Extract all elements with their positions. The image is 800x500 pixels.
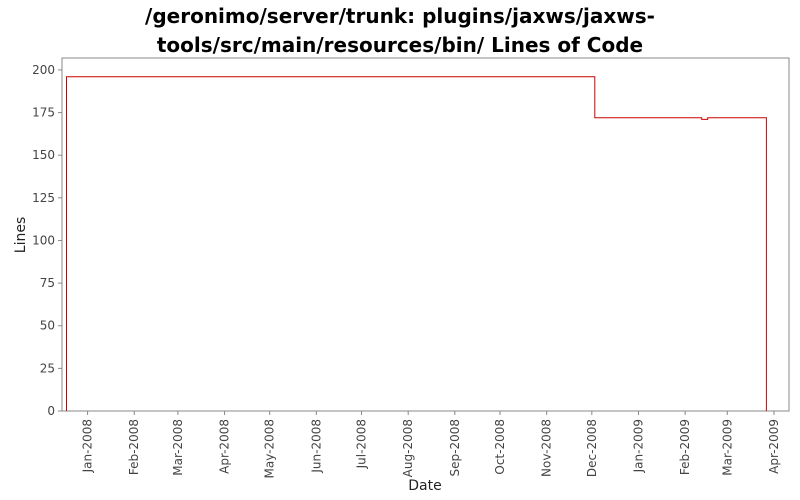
y-tick-label: 100 [32, 233, 55, 247]
x-tick-label: Jul-2008 [355, 419, 369, 469]
x-tick-label: Jan-2009 [631, 419, 645, 473]
x-tick-label: Nov-2008 [540, 419, 554, 477]
x-tick-label: Feb-2009 [678, 419, 692, 475]
x-tick-label: Mar-2008 [171, 419, 185, 476]
y-axis-title: Lines [13, 217, 29, 253]
x-tick-label: Apr-2008 [218, 419, 232, 474]
y-tick-label: 200 [32, 63, 55, 77]
x-axis-title: Date [408, 478, 441, 494]
x-tick-label: May-2008 [263, 419, 277, 478]
y-tick-label: 125 [32, 191, 55, 205]
chart-title: /geronimo/server/trunk: plugins/jaxws/ja… [0, 2, 800, 60]
y-tick-label: 75 [40, 276, 55, 290]
x-tick-label: Mar-2009 [720, 419, 734, 476]
x-tick-label: Aug-2008 [401, 419, 415, 477]
y-axis: 0 25 50 75 100 125 150 175 200 [32, 63, 62, 418]
x-tick-label: Jan-2008 [81, 419, 95, 473]
y-tick-label: 0 [47, 404, 55, 418]
y-tick-label: 175 [32, 106, 55, 120]
y-tick-label: 25 [40, 361, 55, 375]
plot-area [61, 57, 790, 412]
chart-title-line-1: /geronimo/server/trunk: plugins/jaxws/ja… [145, 4, 655, 28]
x-tick-label: Dec-2008 [585, 419, 599, 477]
y-tick-label: 150 [32, 148, 55, 162]
x-tick-label: Oct-2008 [493, 419, 507, 475]
x-tick-label: Sep-2008 [448, 419, 462, 477]
x-tick-label: Feb-2008 [127, 419, 141, 475]
x-tick-label: Apr-2009 [767, 419, 781, 474]
series-line [66, 76, 767, 411]
chart-title-line-2: tools/src/main/resources/bin/ Lines of C… [156, 33, 644, 57]
y-tick-label: 50 [40, 319, 55, 333]
x-tick-label: Jun-2008 [309, 419, 323, 474]
series-layer [66, 76, 767, 411]
x-axis: Jan-2008 Feb-2008 Mar-2008 Apr-2008 May-2008… [81, 411, 781, 478]
